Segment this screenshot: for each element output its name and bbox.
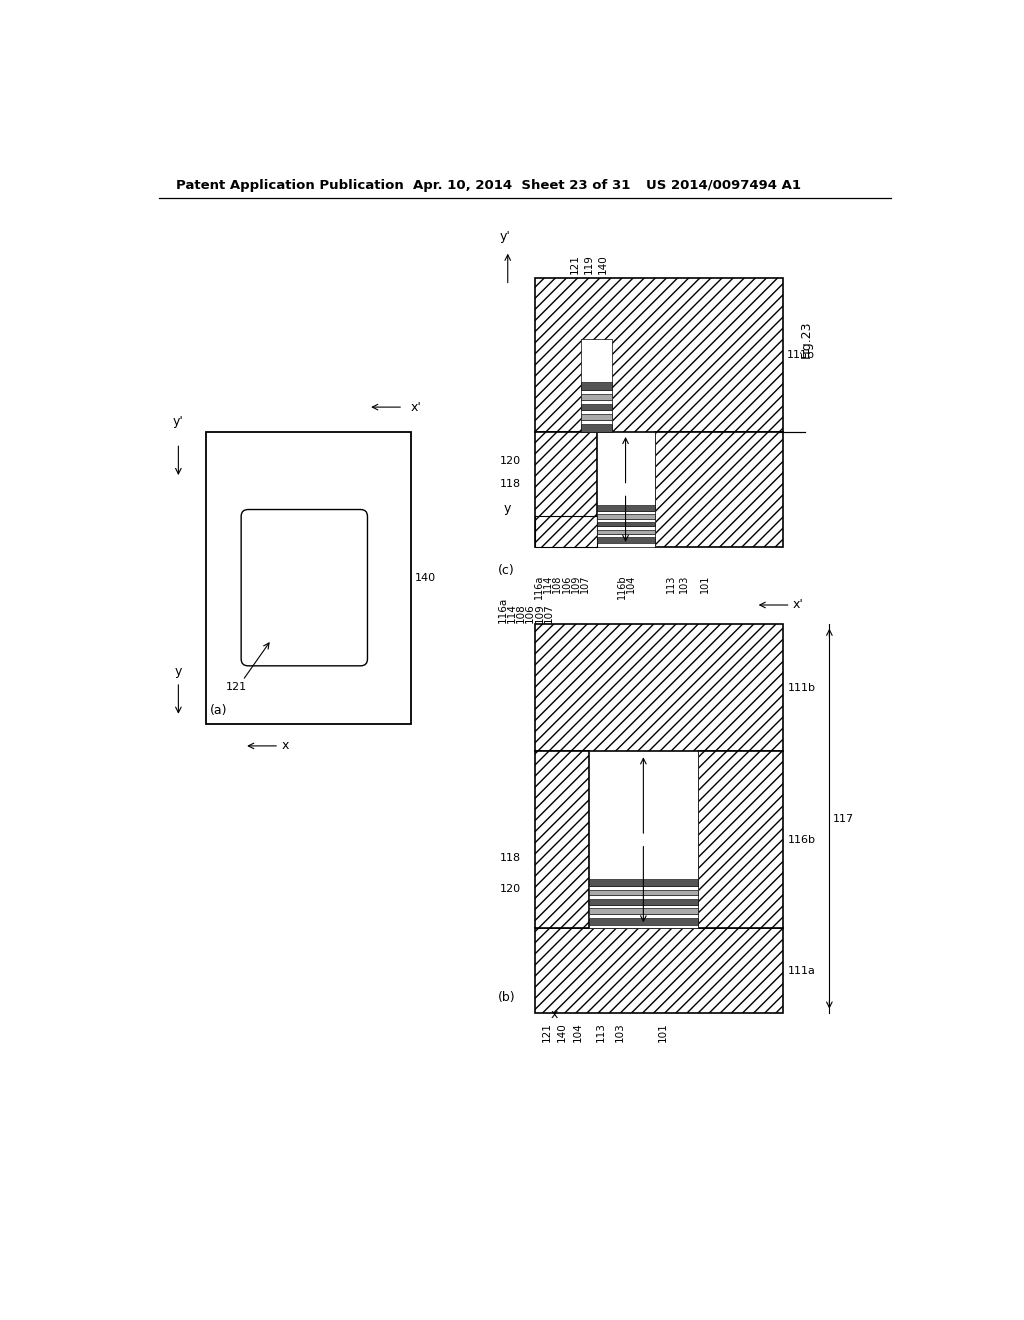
Text: 107: 107	[581, 574, 590, 593]
Bar	[582, 404, 612, 411]
Text: 109: 109	[571, 574, 581, 593]
Bar	[535, 432, 597, 548]
Text: 113: 113	[666, 574, 676, 593]
Text: 109: 109	[535, 603, 545, 623]
Text: 114: 114	[543, 574, 553, 593]
Text: 111a: 111a	[787, 966, 815, 975]
Bar	[597, 521, 655, 527]
Text: 101: 101	[700, 574, 711, 593]
Bar	[535, 928, 783, 1014]
Text: (b): (b)	[498, 991, 515, 1005]
Bar	[597, 432, 655, 548]
Bar	[582, 339, 612, 432]
Text: y: y	[175, 665, 182, 678]
Bar	[589, 751, 697, 928]
Bar	[582, 414, 612, 420]
Bar	[589, 899, 697, 904]
Text: Patent Application Publication: Patent Application Publication	[176, 178, 403, 191]
Text: x: x	[282, 739, 289, 752]
Bar	[589, 908, 697, 913]
Text: y': y'	[500, 230, 511, 243]
Text: 106: 106	[525, 603, 536, 623]
Text: 113: 113	[596, 1022, 606, 1043]
Bar	[597, 529, 655, 535]
Bar	[589, 886, 697, 890]
Text: 108: 108	[552, 574, 562, 593]
Bar	[589, 879, 697, 886]
Text: x: x	[550, 1008, 558, 1022]
Text: x': x'	[411, 400, 422, 413]
Text: 104: 104	[626, 574, 636, 593]
Text: (a): (a)	[210, 704, 227, 717]
Text: 116a: 116a	[534, 574, 544, 598]
Text: 140: 140	[415, 573, 436, 583]
Text: 140: 140	[557, 1022, 567, 1041]
Text: 140: 140	[598, 255, 608, 275]
Bar	[582, 411, 612, 414]
Bar	[535, 624, 783, 751]
Text: 116a: 116a	[498, 597, 507, 623]
Bar	[582, 420, 612, 424]
Text: 107: 107	[544, 603, 554, 623]
Text: y': y'	[173, 414, 184, 428]
Bar	[597, 527, 655, 529]
Text: 111b: 111b	[786, 350, 815, 360]
Bar	[597, 511, 655, 515]
Bar	[597, 537, 655, 544]
Text: 116b: 116b	[787, 834, 815, 845]
Bar	[582, 424, 612, 432]
Text: x': x'	[793, 598, 804, 611]
Text: (c): (c)	[498, 564, 514, 577]
Text: 118: 118	[500, 853, 521, 862]
Bar	[697, 751, 783, 928]
Bar	[597, 506, 655, 511]
Text: 116b: 116b	[616, 574, 627, 599]
Text: 103: 103	[615, 1022, 625, 1041]
Bar	[582, 395, 612, 400]
Text: 120: 120	[500, 455, 521, 466]
FancyBboxPatch shape	[241, 510, 368, 665]
Bar	[597, 513, 655, 519]
Bar	[655, 432, 783, 548]
Bar	[582, 400, 612, 404]
Text: Fig.23: Fig.23	[800, 321, 813, 358]
Bar	[597, 535, 655, 537]
Bar	[597, 519, 655, 521]
Bar	[589, 904, 697, 908]
Text: 101: 101	[657, 1022, 668, 1041]
Text: US 2014/0097494 A1: US 2014/0097494 A1	[646, 178, 801, 191]
Text: 119: 119	[584, 253, 594, 275]
Text: 103: 103	[680, 574, 689, 593]
Text: 106: 106	[561, 574, 571, 593]
Bar	[206, 432, 411, 725]
Bar	[582, 391, 612, 395]
Text: 121: 121	[570, 253, 581, 275]
Bar	[589, 917, 697, 924]
Text: Apr. 10, 2014  Sheet 23 of 31: Apr. 10, 2014 Sheet 23 of 31	[414, 178, 631, 191]
Text: 118: 118	[500, 479, 521, 488]
Bar	[589, 890, 697, 895]
Bar	[535, 277, 783, 432]
Text: 111b: 111b	[787, 684, 815, 693]
Text: 108: 108	[516, 603, 526, 623]
Bar	[582, 383, 612, 391]
Bar	[535, 751, 589, 928]
Bar	[589, 895, 697, 899]
Text: 121: 121	[226, 682, 247, 692]
Bar	[589, 913, 697, 917]
Text: 120: 120	[500, 884, 521, 895]
Text: 121: 121	[542, 1022, 552, 1043]
Text: y: y	[504, 502, 511, 515]
Text: 104: 104	[572, 1022, 583, 1041]
Text: 114: 114	[507, 603, 517, 623]
Text: 117: 117	[833, 814, 854, 824]
Bar	[535, 516, 597, 548]
